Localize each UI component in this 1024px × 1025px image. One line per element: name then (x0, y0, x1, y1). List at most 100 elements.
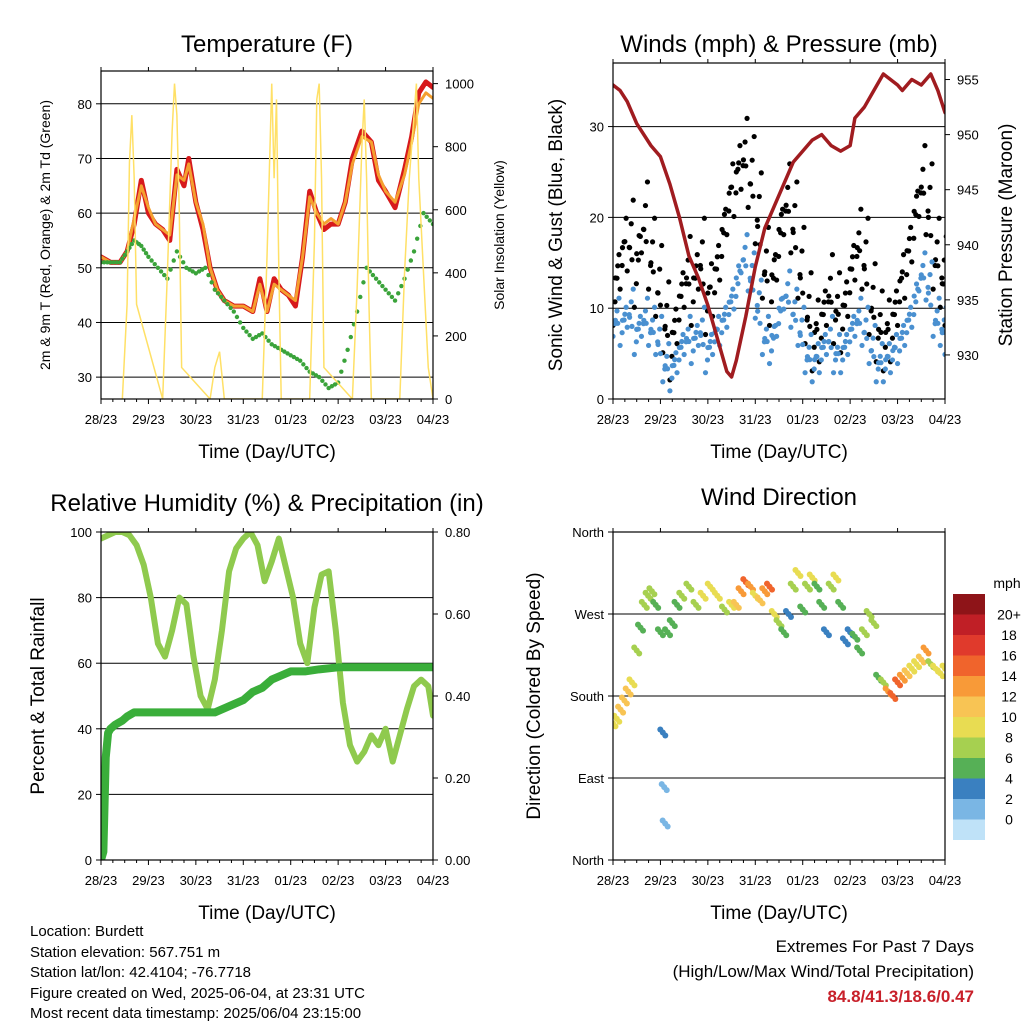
data-point (674, 370, 680, 376)
data-point (101, 260, 107, 265)
data-point (904, 330, 910, 336)
data-point (890, 311, 896, 317)
y-tick-label: 30 (78, 370, 92, 385)
y2-tick-label: 0.00 (445, 853, 470, 868)
colorbar-label: 12 (1001, 689, 1017, 705)
plot-frame (612, 62, 946, 400)
y-tick-label: North (572, 853, 604, 868)
x-axis-label: Time (Day/UTC) (710, 442, 848, 463)
data-point (237, 320, 243, 325)
data-point (737, 143, 743, 149)
data-point (835, 577, 842, 584)
location-text: Location: Burdett (30, 923, 144, 940)
data-point (427, 218, 433, 223)
data-point (222, 298, 227, 303)
data-point (768, 348, 775, 354)
x-axis-label: Time (Day/UTC) (198, 903, 336, 924)
data-point (698, 332, 704, 339)
data-point (702, 331, 709, 338)
y-tick-label: 40 (78, 315, 92, 330)
y2-tick-label: 0 (445, 392, 452, 407)
data-point (856, 230, 862, 236)
data-point (834, 344, 841, 350)
data-point (702, 370, 709, 376)
data-point (630, 197, 636, 203)
y2-tick-label: 600 (445, 203, 467, 218)
data-point (370, 272, 376, 278)
data-point (863, 632, 870, 639)
data-point (657, 266, 663, 272)
data-point (659, 632, 666, 639)
data-point (730, 161, 736, 167)
data-point (708, 261, 715, 267)
data-point (821, 299, 827, 305)
x-tick-label: 31/23 (739, 412, 772, 427)
data-point (911, 293, 917, 299)
data-point (691, 335, 697, 342)
data-point (666, 279, 672, 285)
data-point (624, 324, 630, 330)
chart-title: Relative Humidity (%) & Precipitation (i… (50, 490, 483, 517)
data-point (754, 302, 760, 309)
data-point (901, 677, 908, 684)
x-tick-label: 01/23 (274, 873, 307, 888)
latlon-text: Station lat/lon: 42.4104; -76.7718 (30, 964, 252, 981)
data-point (633, 339, 639, 345)
data-point (818, 357, 824, 363)
data-point (844, 641, 851, 648)
plot-area (613, 72, 945, 394)
data-point (707, 284, 713, 290)
data-point (712, 339, 718, 345)
data-point (710, 351, 716, 358)
y2-tick-label: 930 (957, 348, 979, 363)
data-point (918, 184, 924, 190)
data-point (644, 179, 651, 185)
colorbar-swatch (953, 655, 985, 676)
data-point (218, 294, 224, 300)
data-point (244, 329, 249, 334)
data-point (655, 290, 661, 296)
colorbar-swatch (953, 635, 985, 656)
data-point (408, 258, 414, 263)
data-point (744, 115, 750, 121)
data-point (936, 295, 942, 301)
data-point (925, 650, 932, 657)
data-point (649, 239, 656, 245)
data-point (640, 627, 647, 634)
y2-tick-label: 0.60 (445, 607, 470, 622)
y2-tick-label: 400 (445, 266, 467, 281)
y2-axis-label: Solar Insolation (Yellow) (491, 160, 507, 310)
data-point (657, 350, 664, 357)
x-tick-label: 02/23 (834, 873, 867, 888)
data-point (763, 326, 770, 332)
data-point (819, 311, 825, 317)
data-point (892, 344, 898, 351)
data-point (871, 314, 877, 320)
data-point (811, 344, 817, 350)
y2-tick-label: 935 (957, 293, 979, 308)
data-point (889, 335, 896, 341)
data-point (664, 823, 671, 830)
data-point (345, 347, 350, 352)
data-point (771, 323, 777, 329)
colorbar-swatch (953, 696, 985, 717)
x-tick-label: 31/23 (227, 873, 260, 888)
data-point (795, 342, 801, 349)
data-point (695, 342, 701, 349)
data-point (920, 166, 926, 172)
data-point (613, 275, 618, 281)
data-point (889, 357, 896, 363)
plot-area (101, 79, 433, 399)
data-point (613, 333, 616, 339)
data-point (859, 342, 865, 349)
data-point (411, 249, 417, 254)
data-point (942, 665, 945, 672)
data-point (690, 299, 696, 305)
data-point (701, 304, 707, 310)
data-point (642, 308, 649, 314)
data-point (847, 290, 853, 296)
data-point (930, 286, 936, 292)
data-point (764, 591, 771, 598)
data-point (241, 325, 246, 331)
data-point (885, 326, 891, 332)
